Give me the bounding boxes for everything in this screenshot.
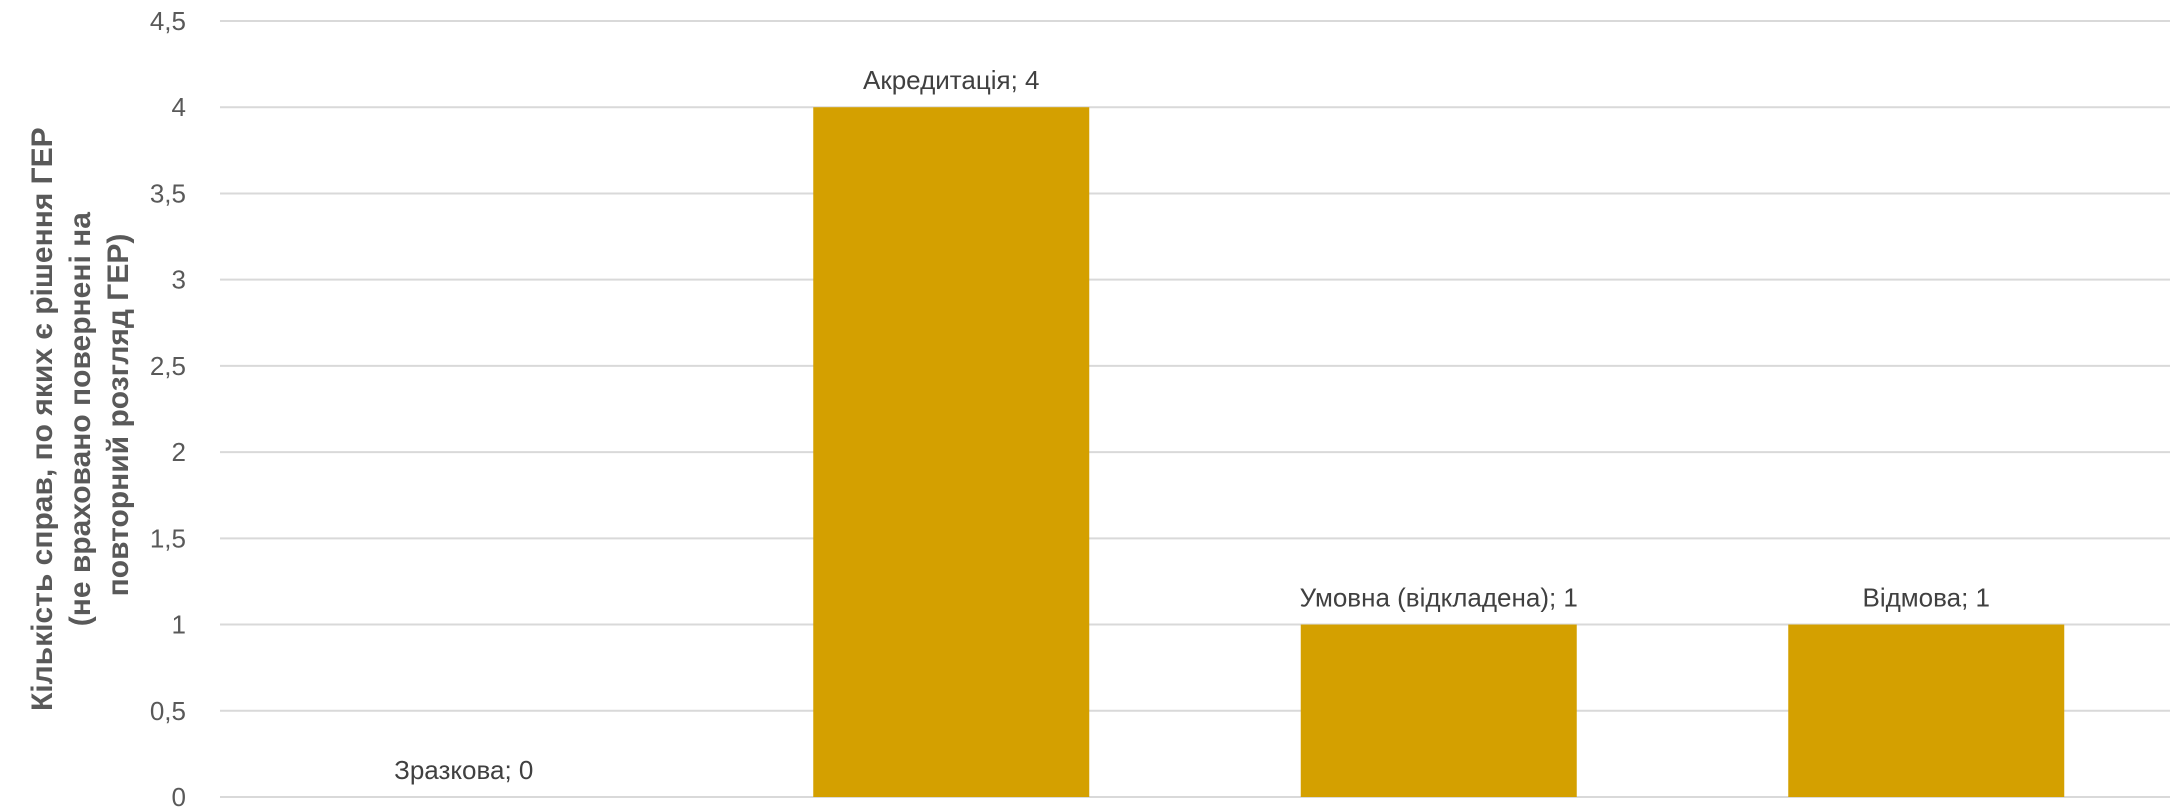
data-label: Зразкова; 0 xyxy=(394,755,533,785)
y-tick-label: 3,5 xyxy=(150,178,186,208)
y-axis-title-line-3: повторний розгляд ГЕР) xyxy=(102,234,135,597)
y-axis-title-line-2: (не враховано повернені на xyxy=(64,212,97,627)
y-tick-label: 3 xyxy=(172,265,186,295)
y-tick-label: 4,5 xyxy=(150,6,186,36)
y-tick-label: 4 xyxy=(172,92,186,122)
y-tick-label: 0,5 xyxy=(150,696,186,726)
y-tick-label: 1,5 xyxy=(150,523,186,553)
data-label: Відмова; 1 xyxy=(1862,583,1990,613)
bar xyxy=(813,107,1090,797)
data-label: Акредитація; 4 xyxy=(863,65,1040,95)
y-tick-label: 2,5 xyxy=(150,351,186,381)
data-labels: Зразкова; 0 Акредитація; 4 Умовна (відклад… xyxy=(394,65,1990,785)
bar xyxy=(1300,624,1577,797)
y-axis-title: Кількість справ, по яких є рішення ГЕР (… xyxy=(26,119,135,711)
bars xyxy=(813,107,2065,797)
y-axis-title-line-1: Кількість справ, по яких є рішення ГЕР xyxy=(26,127,59,711)
y-tick-label: 0 xyxy=(172,782,186,808)
y-tick-label: 2 xyxy=(172,437,186,467)
data-label: Умовна (відкладена); 1 xyxy=(1300,583,1578,613)
y-axis-ticks: 0 0,5 1 1,5 2 2,5 3 3,5 4 4,5 xyxy=(150,6,186,808)
gridlines xyxy=(220,20,2170,798)
bar xyxy=(1788,624,2065,797)
y-tick-label: 1 xyxy=(172,610,186,640)
